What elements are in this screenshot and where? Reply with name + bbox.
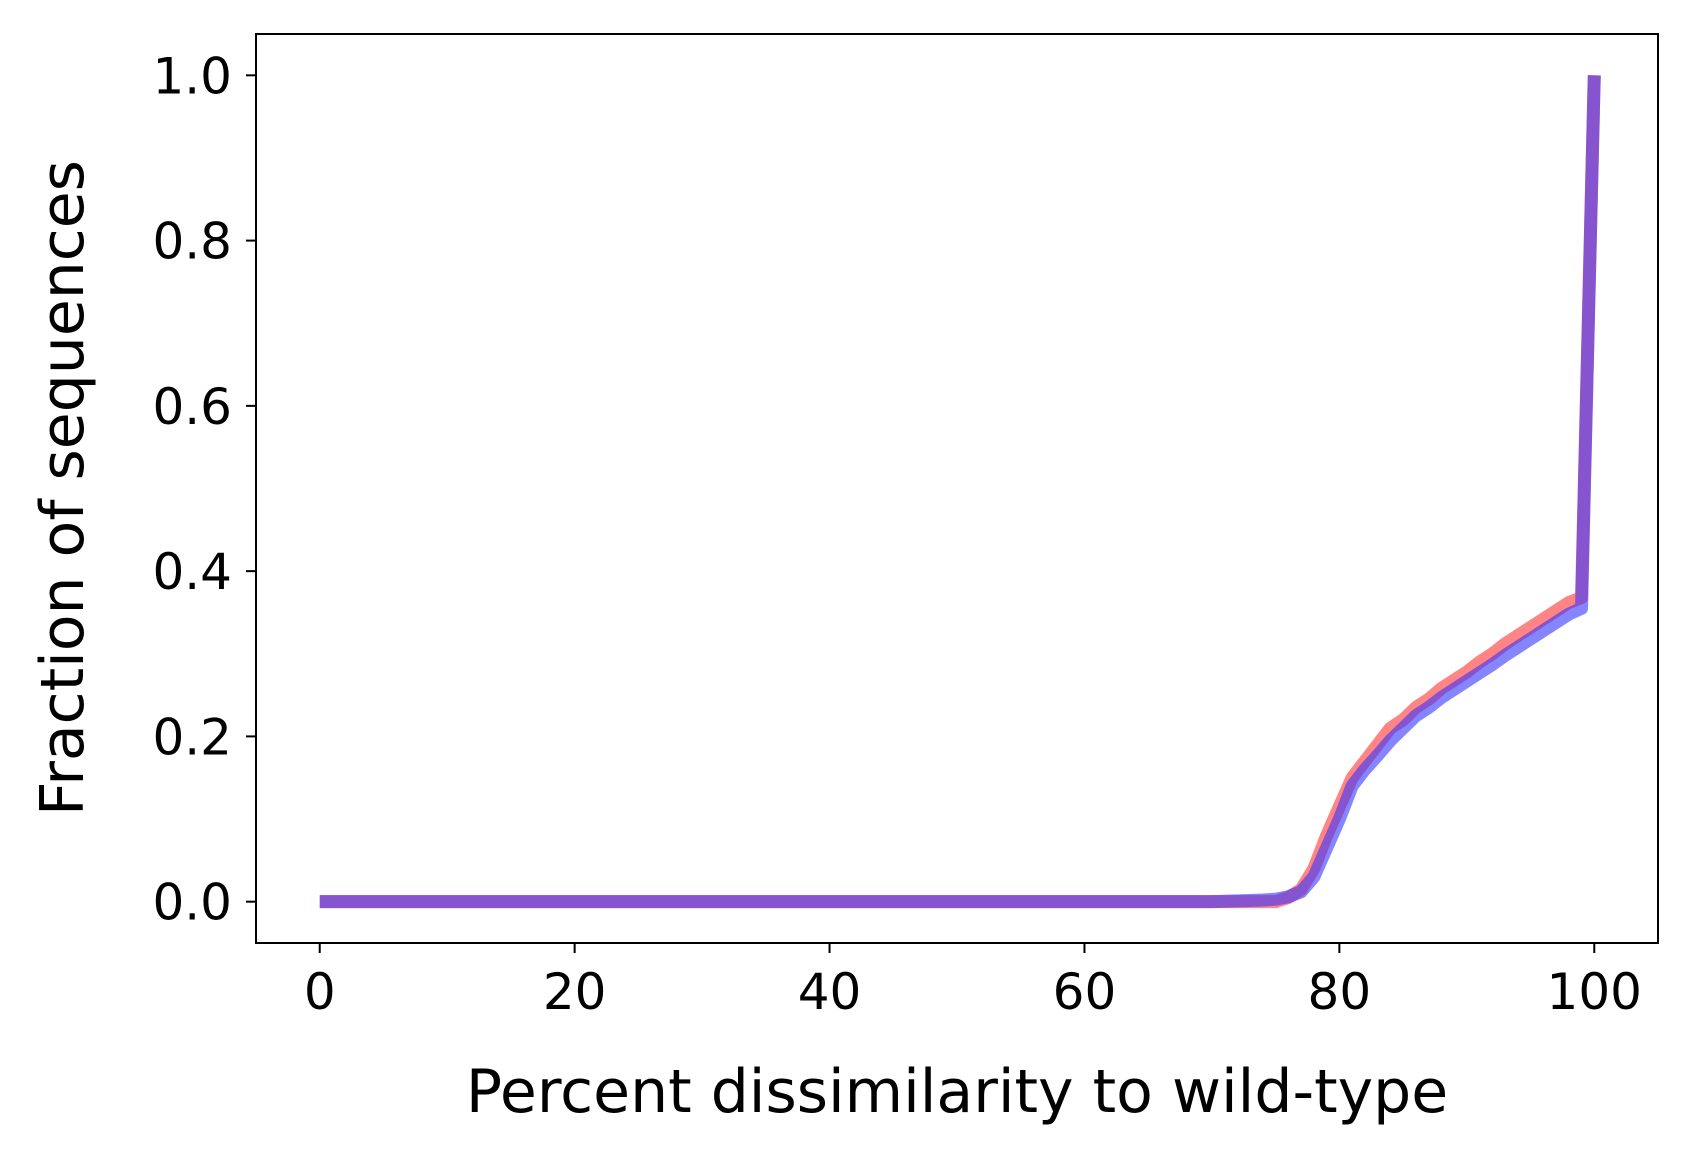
x-axis: 0 20 40 60 80 100 xyxy=(304,943,1642,1021)
series-layer xyxy=(319,75,1601,909)
x-tick-label: 80 xyxy=(1308,963,1372,1021)
x-tick-label: 100 xyxy=(1547,963,1642,1021)
x-tick-label: 60 xyxy=(1053,963,1117,1021)
y-axis-label: Fraction of sequences xyxy=(28,160,98,816)
y-axis: 0.0 0.2 0.4 0.6 0.8 1.0 xyxy=(152,47,256,932)
y-tick-label: 0.2 xyxy=(152,708,232,766)
y-tick-label: 1.0 xyxy=(152,47,232,105)
y-tick-label: 0.0 xyxy=(152,874,232,932)
x-tick-label: 0 xyxy=(304,963,336,1021)
y-tick-label: 0.4 xyxy=(152,543,232,601)
series-line-2 xyxy=(319,75,1601,909)
y-tick-label: 0.6 xyxy=(152,378,232,436)
plot-frame xyxy=(255,33,1659,944)
x-tick-label: 20 xyxy=(543,963,607,1021)
x-axis-label: Percent dissimilarity to wild-type xyxy=(466,1057,1448,1127)
y-tick-label: 0.8 xyxy=(152,213,232,271)
x-tick-label: 40 xyxy=(798,963,862,1021)
